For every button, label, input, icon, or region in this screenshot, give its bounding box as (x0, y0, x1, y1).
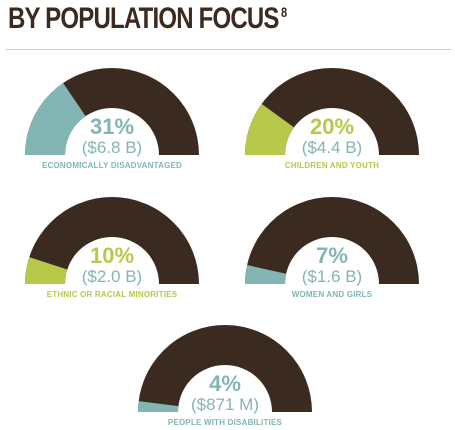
gauge-amount: ($1.6 B) (302, 267, 362, 286)
gauge-people-with-disabilities: 4% ($871 M) PEOPLE WITH DISABILITIES (138, 325, 312, 427)
gauge-ethnic-or-racial-minorities: 10% ($2.0 B) ETHNIC OR RACIAL MINORITIES (25, 197, 199, 299)
gauge-background-arc (138, 325, 312, 412)
gauge-percent: 4% (209, 371, 241, 396)
title-divider (6, 49, 451, 50)
gauge-background-arc (25, 197, 199, 284)
gauge-amount: ($871 M) (191, 395, 259, 414)
gauge-amount: ($6.8 B) (82, 138, 142, 157)
gauge-value-arc (25, 83, 86, 155)
gauge-value-arc (25, 257, 68, 284)
gauge-value-arc (245, 103, 294, 155)
gauge-percent: 31% (90, 114, 134, 139)
gauge-economically-disadvantaged: 31% ($6.8 B) ECONOMICALLY DISADVANTAGED (25, 68, 199, 170)
gauge-value-arc (245, 265, 287, 284)
gauge-women-and-girls: 7% ($1.6 B) WOMEN AND GIRLS (245, 197, 419, 299)
gauge-label: WOMEN AND GIRLS (292, 290, 373, 299)
gauge-amount: ($2.0 B) (82, 267, 142, 286)
gauge-amount: ($4.4 B) (302, 138, 362, 157)
chart-title: BY POPULATION FOCUS 8 (8, 2, 287, 35)
gauge-percent: 20% (310, 114, 354, 139)
gauge-label: ETHNIC OR RACIAL MINORITIES (47, 290, 178, 299)
gauge-label: PEOPLE WITH DISABILITIES (168, 418, 283, 427)
footnote-marker: 8 (281, 4, 287, 20)
gauge-children-and-youth: 20% ($4.4 B) CHILDREN AND YOUTH (245, 68, 419, 170)
gauge-percent: 10% (90, 243, 134, 268)
gauge-background-arc (245, 197, 419, 284)
gauge-label: ECONOMICALLY DISADVANTAGED (42, 161, 182, 170)
gauge-value-arc (138, 401, 179, 412)
gauge-percent: 7% (316, 243, 348, 268)
gauge-label: CHILDREN AND YOUTH (285, 161, 379, 170)
